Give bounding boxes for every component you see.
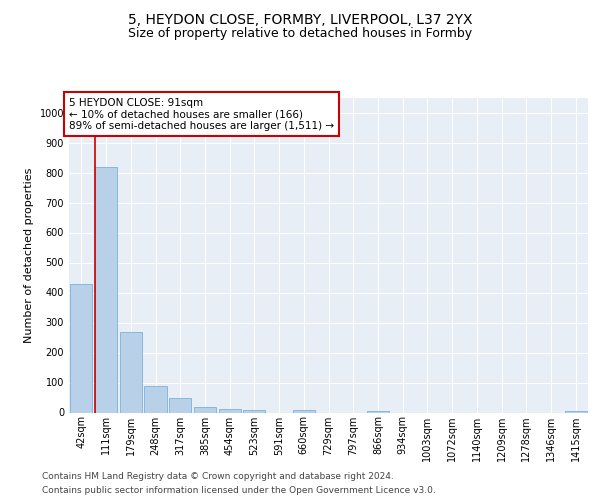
Bar [70,284,92,412]
Text: 5, HEYDON CLOSE, FORMBY, LIVERPOOL, L37 2YX: 5, HEYDON CLOSE, FORMBY, LIVERPOOL, L37 … [128,12,472,26]
Bar [218,408,241,412]
Bar [119,332,142,412]
Bar [194,406,216,412]
Text: Contains public sector information licensed under the Open Government Licence v3: Contains public sector information licen… [42,486,436,495]
Bar [243,410,265,412]
Bar [565,411,587,412]
Text: Size of property relative to detached houses in Formby: Size of property relative to detached ho… [128,28,472,40]
Y-axis label: Number of detached properties: Number of detached properties [24,168,34,342]
Text: 5 HEYDON CLOSE: 91sqm
← 10% of detached houses are smaller (166)
89% of semi-det: 5 HEYDON CLOSE: 91sqm ← 10% of detached … [69,98,334,130]
Bar [293,410,315,412]
Bar [367,411,389,412]
Bar [95,166,117,412]
Bar [145,386,167,412]
Text: Contains HM Land Registry data © Crown copyright and database right 2024.: Contains HM Land Registry data © Crown c… [42,472,394,481]
Bar [169,398,191,412]
